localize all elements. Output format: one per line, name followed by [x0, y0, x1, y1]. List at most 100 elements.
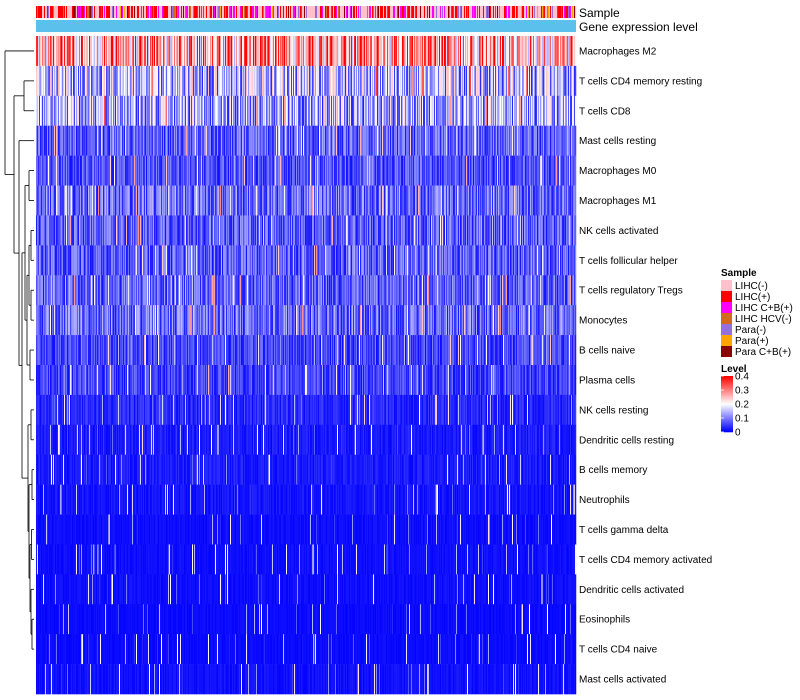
heatmap-cell: [201, 125, 203, 156]
heatmap-cell: [438, 155, 440, 186]
sample-annotation-cell: [398, 6, 400, 18]
heatmap-cell: [320, 185, 322, 216]
heatmap-cell: [234, 125, 236, 156]
heatmap-cell: [416, 125, 418, 156]
heatmap-cell: [210, 155, 212, 186]
heatmap-cell: [59, 95, 61, 127]
heatmap-cell: [571, 36, 573, 67]
heatmap-cell: [365, 185, 367, 216]
heatmap-cell: [355, 155, 357, 186]
heatmap-cell: [356, 125, 358, 156]
heatmap-cell: [336, 36, 338, 67]
heatmap-cell: [69, 95, 71, 127]
heatmap-cell: [328, 155, 330, 186]
heatmap-cell: [471, 125, 473, 156]
heatmap-cell: [301, 95, 303, 127]
sample-annotation-cell: [469, 6, 471, 18]
heatmap-cell: [37, 185, 39, 216]
heatmap-cell: [42, 95, 44, 127]
heatmap-cell: [236, 155, 238, 186]
heatmap-cell: [124, 95, 126, 127]
heatmap-cell: [352, 36, 354, 67]
heatmap-cell: [566, 36, 568, 67]
heatmap-cell: [357, 65, 359, 97]
heatmap-cell: [435, 155, 437, 186]
heatmap-cell: [564, 36, 566, 67]
heatmap-cell: [55, 95, 57, 127]
heatmap-cell: [545, 125, 547, 156]
heatmap-cell: [202, 65, 204, 97]
heatmap-cell: [280, 95, 282, 127]
heatmap-cell: [469, 185, 471, 216]
sample-annotation-cell: [197, 6, 199, 18]
heatmap-cell: [46, 125, 48, 156]
heatmap-cell: [505, 65, 507, 97]
heatmap-cell: [385, 36, 387, 67]
heatmap-cell: [549, 36, 551, 67]
heatmap-cell: [485, 36, 487, 67]
heatmap-cell: [237, 95, 239, 127]
heatmap-cell: [554, 155, 556, 186]
heatmap-cell: [152, 185, 154, 216]
heatmap-cell: [207, 95, 209, 127]
heatmap-cell: [73, 155, 75, 186]
heatmap-cell: [79, 65, 81, 97]
sample-annotation-cell: [54, 6, 56, 18]
heatmap-cell: [78, 36, 80, 67]
heatmap-cell: [91, 215, 93, 246]
heatmap-cell: [301, 65, 303, 97]
heatmap-cell: [67, 185, 69, 216]
heatmap-cell: [61, 155, 63, 186]
heatmap-cell: [289, 185, 291, 216]
heatmap-cell: [502, 185, 504, 216]
heatmap-cell: [556, 36, 558, 67]
sample-annotation-cell: [431, 6, 433, 18]
heatmap-cell: [273, 125, 275, 156]
heatmap-row: [36, 245, 577, 276]
heatmap-cell: [192, 155, 194, 186]
heatmap-cell: [483, 155, 485, 186]
heatmap-cell: [359, 95, 361, 127]
heatmap-cell: [226, 185, 228, 216]
heatmap-cell: [181, 155, 183, 186]
heatmap-cell: [545, 36, 547, 67]
heatmap-cell: [178, 155, 180, 186]
heatmap-cell: [173, 95, 175, 127]
heatmap-cell: [442, 155, 444, 186]
heatmap-cell: [67, 36, 69, 67]
heatmap-cell: [416, 95, 418, 127]
heatmap-cell: [172, 65, 174, 97]
heatmap-cell: [122, 185, 124, 216]
sample-annotation-cell: [534, 6, 536, 18]
heatmap-cell: [503, 36, 505, 67]
heatmap-cell: [48, 185, 50, 216]
heatmap-cell: [99, 65, 101, 97]
heatmap-cell: [251, 36, 253, 67]
heatmap-cell: [474, 125, 476, 156]
heatmap-cell: [457, 125, 459, 156]
heatmap-cell: [277, 36, 279, 67]
heatmap-cell: [41, 125, 43, 156]
heatmap-cell: [318, 36, 320, 67]
heatmap-cell: [473, 95, 475, 127]
heatmap-cell: [377, 95, 379, 127]
heatmap-cell: [133, 215, 135, 246]
sample-annotation-cell: [355, 6, 357, 18]
heatmap-cell: [249, 95, 251, 127]
heatmap-cell: [273, 95, 275, 127]
heatmap-cell: [126, 65, 128, 97]
heatmap-cell: [401, 185, 403, 216]
heatmap-cell: [208, 155, 210, 186]
heatmap-cell: [433, 185, 435, 216]
heatmap-cell: [254, 65, 256, 97]
heatmap-cell: [109, 155, 111, 186]
heatmap-cell: [387, 125, 389, 156]
heatmap-cell: [481, 36, 483, 67]
heatmap-cell: [433, 95, 435, 127]
heatmap-cell: [73, 36, 75, 67]
heatmap-cell: [252, 185, 254, 216]
heatmap-cell: [107, 215, 109, 246]
sample-annotation-cell: [172, 6, 174, 18]
heatmap-cell: [298, 36, 300, 67]
heatmap-cell: [59, 36, 61, 67]
